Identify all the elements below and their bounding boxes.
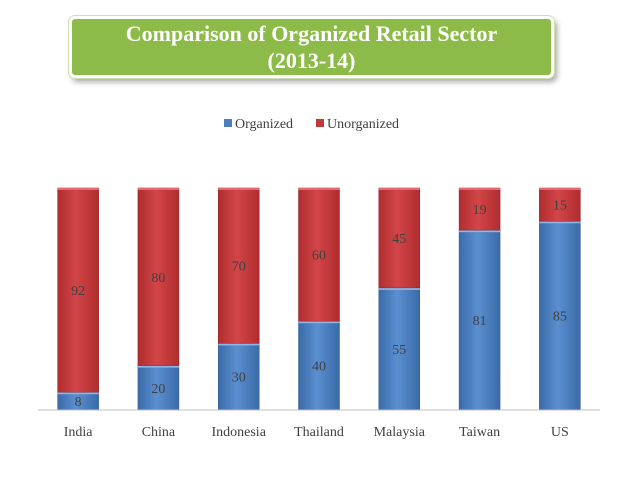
data-label-unorganized-us: 15 <box>553 199 567 214</box>
bar-unorganized-india <box>57 187 99 393</box>
bar-top-highlight <box>218 343 260 346</box>
bar-top-highlight <box>378 188 420 190</box>
bar-top-highlight <box>137 188 179 190</box>
bar-top-highlight <box>137 365 179 368</box>
bar-top-highlight <box>298 188 340 190</box>
bar-top-highlight <box>539 188 581 190</box>
bar-top-highlight <box>378 287 420 290</box>
x-tick-label-india: India <box>64 425 94 440</box>
legend-label-unorganized: Unorganized <box>327 117 399 132</box>
x-tick-label-thailand: Thailand <box>294 425 344 440</box>
bar-top-highlight <box>539 221 581 224</box>
data-label-organized-china: 20 <box>151 382 165 397</box>
data-label-unorganized-taiwan: 19 <box>473 203 487 218</box>
data-label-unorganized-malaysia: 45 <box>392 232 406 247</box>
bar-unorganized-malaysia <box>378 187 421 289</box>
legend-label-organized: Organized <box>235 117 293 132</box>
x-tick-label-indonesia: Indonesia <box>211 425 266 440</box>
bar-unorganized-china <box>137 187 180 366</box>
x-tick-label-china: China <box>142 425 176 440</box>
legend: Organized Unorganized <box>224 117 399 132</box>
legend-swatch-organized <box>224 119 232 127</box>
bar-unorganized-thailand <box>298 187 340 322</box>
data-label-organized-malaysia: 55 <box>392 343 406 358</box>
data-label-unorganized-thailand: 60 <box>312 249 326 264</box>
bar-unorganized-indonesia <box>217 187 260 344</box>
bar-top-highlight <box>298 321 340 324</box>
chart-subtitle: (2013-14) <box>267 48 356 73</box>
bar-unorganized-taiwan <box>458 187 501 231</box>
data-label-organized-us: 85 <box>553 310 567 325</box>
x-tick-label-taiwan: Taiwan <box>459 425 500 440</box>
x-tick-label-malaysia: Malaysia <box>374 425 426 440</box>
bar-top-highlight <box>57 188 99 190</box>
bar-top-highlight <box>459 188 501 190</box>
legend-swatch-unorganized <box>316 119 324 127</box>
bar-organized-us <box>539 221 581 411</box>
data-label-organized-indonesia: 30 <box>232 371 246 386</box>
data-label-unorganized-india: 92 <box>71 284 85 299</box>
data-label-unorganized-china: 80 <box>151 271 165 286</box>
bar-unorganized-us <box>539 187 581 222</box>
bar-top-highlight <box>218 188 260 190</box>
data-label-organized-thailand: 40 <box>312 360 326 375</box>
bar-top-highlight <box>57 392 99 395</box>
bar-organized-malaysia <box>378 287 421 411</box>
data-label-organized-india: 8 <box>75 395 82 410</box>
data-label-organized-taiwan: 81 <box>473 314 487 329</box>
x-tick-label-us: US <box>551 425 569 440</box>
chart-title-box: Comparison of Organized Retail Sector (2… <box>69 16 554 78</box>
bar-top-highlight <box>459 230 501 233</box>
x-tick-labels: India China Indonesia Thailand Malaysia Taiwa… <box>64 425 569 440</box>
data-label-unorganized-indonesia: 70 <box>232 260 246 275</box>
chart-title: Comparison of Organized Retail Sector <box>125 21 498 46</box>
bars-group: 8 92 20 80 30 70 40 60 55 45 81 19 85 15 <box>57 187 581 411</box>
